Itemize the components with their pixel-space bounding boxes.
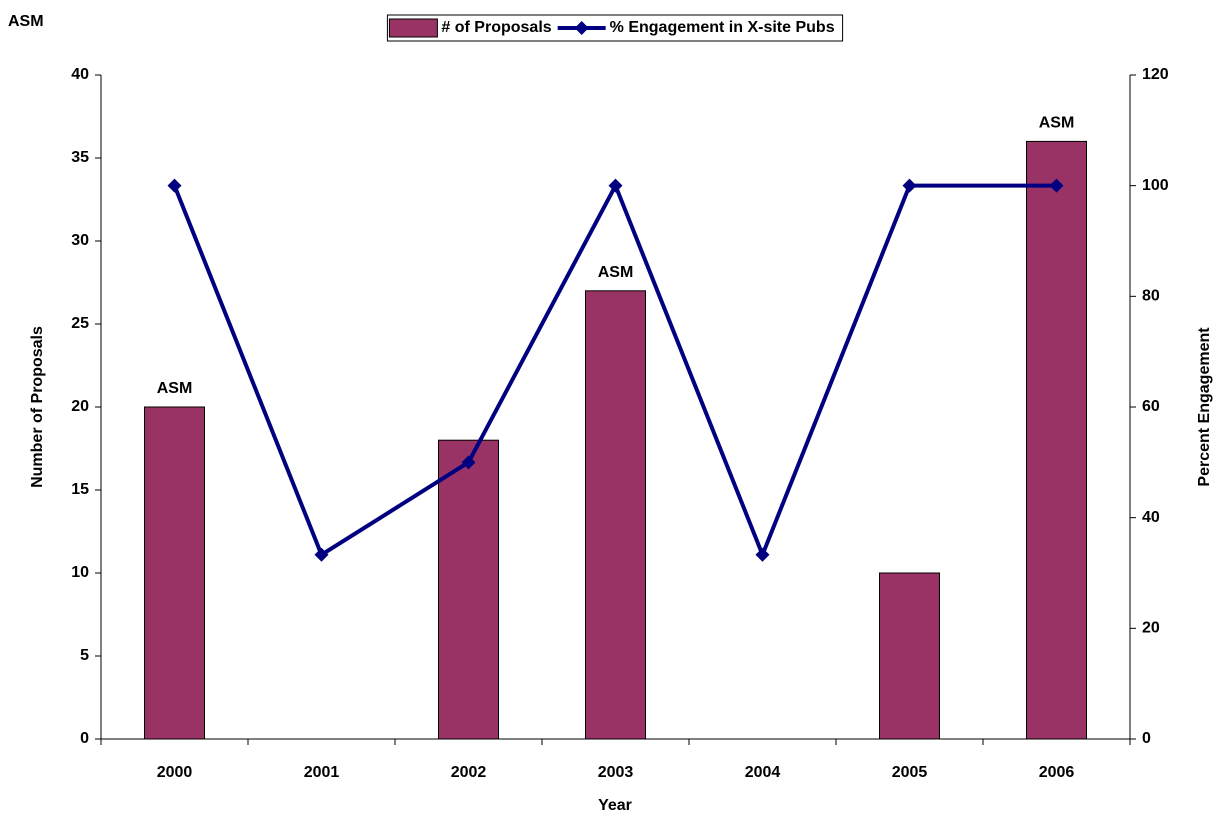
x-tick-label: 2000: [157, 764, 193, 781]
bar: [438, 439, 499, 740]
data-label: ASM: [598, 264, 634, 281]
y2-tick-label: 80: [1142, 288, 1160, 305]
y2-tick-label: 120: [1142, 66, 1169, 83]
marker: [314, 547, 329, 562]
y-tick-label: 35: [71, 149, 89, 166]
y-tick-label: 15: [71, 481, 89, 498]
x-tick-label: 2006: [1039, 764, 1075, 781]
y-tick-label: 25: [71, 315, 89, 332]
x-tick-label: 2001: [304, 764, 340, 781]
legend: [386, 14, 844, 42]
bar: [585, 290, 646, 740]
data-label: ASM: [1039, 115, 1075, 132]
x-tick-label: 2002: [451, 764, 487, 781]
y-tick-label: 30: [71, 232, 89, 249]
x-axis-title: Year: [598, 797, 632, 814]
x-tick-label: 2004: [745, 764, 781, 781]
marker: [902, 178, 917, 193]
y2-tick-label: 0: [1142, 730, 1151, 747]
y2-tick-label: 100: [1142, 177, 1169, 194]
data-label: ASM: [157, 380, 193, 397]
legend-label: # of Proposals: [441, 19, 551, 36]
marker: [461, 455, 476, 470]
y2-tick-label: 40: [1142, 509, 1160, 526]
y2-axis-title: Percent Engagement: [1196, 327, 1213, 487]
marker: [1049, 178, 1064, 193]
marker: [608, 178, 623, 193]
x-tick-label: 2005: [892, 764, 928, 781]
y-tick-label: 10: [71, 564, 89, 581]
y-tick-label: 0: [80, 730, 89, 747]
y2-tick-label: 20: [1142, 620, 1160, 637]
y-tick-label: 20: [71, 398, 89, 415]
marker: [167, 178, 182, 193]
legend-marker: [574, 21, 589, 35]
bar: [1026, 140, 1087, 740]
y-tick-label: 5: [80, 647, 89, 664]
marker: [755, 547, 770, 562]
legend-swatch: [388, 18, 438, 38]
x-tick-label: 2003: [598, 764, 634, 781]
y-axis-title: Number of Proposals: [29, 326, 46, 488]
chart-title: ASM: [8, 13, 44, 30]
legend-label: % Engagement in X-site Pubs: [610, 19, 835, 36]
y-tick-label: 40: [71, 66, 89, 83]
bar: [144, 406, 205, 740]
y2-tick-label: 60: [1142, 398, 1160, 415]
bar: [879, 572, 940, 740]
